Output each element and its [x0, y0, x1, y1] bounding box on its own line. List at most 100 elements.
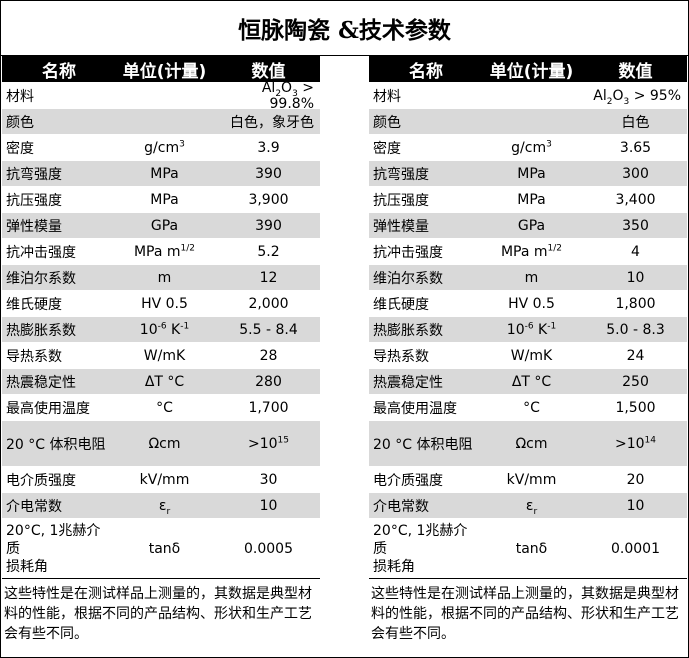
table-row: 材料 Al2O3 > 99.8%	[2, 80, 320, 112]
row-unit: HV 0.5	[141, 295, 188, 312]
row-value: 28	[259, 347, 278, 364]
row-unit: MPa	[150, 191, 179, 208]
row-name: 抗压强度	[6, 192, 62, 209]
row-name: 热震稳定性	[6, 374, 76, 391]
row-unit: °C	[156, 399, 173, 416]
note-text: 这些特性是在测试样品上测量的，其数据是典型材料的性能，根据不同的产品结构、形状和…	[371, 586, 679, 642]
table-row: 材料 Al2O3 > 95%	[369, 82, 687, 108]
divider	[369, 578, 687, 579]
table-row: 导热系数 W/mK 24	[369, 342, 687, 368]
row-value: 0.0005	[244, 540, 293, 557]
table-header: 名称 单位(计量) 数值	[2, 56, 320, 82]
row-unit: ΔT °C	[511, 373, 552, 390]
row-value: 10	[626, 497, 645, 514]
table-row: 弹性模量 GPa 390	[2, 212, 320, 238]
table-row: 抗弯强度 MPa 300	[369, 160, 687, 186]
table-row: 20°C, 1兆赫介质 损耗角 tanδ 0.0001	[369, 518, 687, 578]
divider	[2, 578, 320, 579]
row-name: 密度	[373, 140, 401, 157]
table-row: 热震稳定性 ΔT °C 250	[369, 368, 687, 394]
row-unit: HV 0.5	[508, 295, 555, 312]
row-unit: Ωcm	[148, 435, 181, 452]
row-name: 材料	[6, 88, 34, 105]
header-value: 数值	[251, 61, 286, 82]
row-value: 白色	[621, 114, 650, 131]
row-value: 白色，象牙色	[230, 114, 314, 131]
header-name: 名称	[409, 61, 443, 82]
row-value: 1,700	[248, 399, 289, 416]
row-name: 导热系数	[373, 348, 429, 365]
row-name: 维泊尔系数	[373, 270, 443, 287]
row-value: 5.2	[257, 243, 280, 260]
row-name: 电介质强度	[373, 472, 443, 489]
table-row: 20°C, 1兆赫介质 损耗角 tanδ 0.0005	[2, 518, 320, 578]
row-name: 抗冲击强度	[373, 244, 443, 261]
table-row: 热震稳定性 ΔT °C 280	[2, 368, 320, 394]
row-unit: 10-6 K-1	[139, 320, 190, 338]
row-value: 1,500	[615, 399, 656, 416]
table-row: 抗冲击强度 MPa m1/2 4	[369, 238, 687, 264]
row-unit: εr	[525, 497, 538, 517]
header-unit: 单位(计量)	[122, 61, 207, 82]
row-name: 抗弯强度	[373, 166, 429, 183]
row-value: 3,900	[248, 191, 289, 208]
row-value: 1,800	[615, 295, 656, 312]
row-value: >1015	[248, 434, 289, 452]
row-value: 12	[259, 269, 278, 286]
row-name: 热膨胀系数	[6, 322, 76, 339]
row-name: 维氏硬度	[373, 296, 429, 313]
row-unit: GPa	[517, 217, 546, 234]
row-name: 弹性模量	[373, 218, 429, 235]
row-value: 390	[255, 217, 282, 234]
row-unit: MPa	[150, 165, 179, 182]
spec-table-left: 名称 单位(计量) 数值 材料 Al2O3 > 99.8% 颜色 白色，象牙色 …	[2, 56, 320, 644]
row-value: 3,400	[615, 191, 656, 208]
row-value: Al2O3 > 95%	[593, 87, 681, 107]
row-unit: ΔT °C	[144, 373, 185, 390]
row-name: 弹性模量	[6, 218, 62, 235]
row-name: 介电常数	[6, 498, 62, 515]
row-name: 介电常数	[373, 498, 429, 515]
table-row: 颜色 白色，象牙色	[2, 108, 320, 134]
page-title: 恒脉陶瓷 &技术参数	[1, 1, 688, 56]
row-unit: m	[157, 269, 172, 286]
row-name: 抗弯强度	[6, 166, 62, 183]
row-name: 电介质强度	[6, 472, 76, 489]
table-row: 抗冲击强度 MPa m1/2 5.2	[2, 238, 320, 264]
row-value: >1014	[615, 434, 656, 452]
row-value: 3.9	[257, 139, 280, 156]
row-name: 密度	[6, 140, 34, 157]
row-unit: g/cm3	[511, 138, 552, 156]
row-name: 颜色	[6, 114, 34, 131]
row-value: 0.0001	[611, 540, 660, 557]
row-value: 350	[622, 217, 649, 234]
row-value: 5.5 - 8.4	[239, 321, 298, 338]
row-unit: MPa	[517, 191, 546, 208]
header-name: 名称	[42, 61, 76, 82]
row-value: 30	[259, 471, 278, 488]
row-value: 24	[626, 347, 645, 364]
table-row: 介电常数 εr 10	[2, 492, 320, 518]
row-unit: W/mK	[143, 347, 186, 364]
row-unit: g/cm3	[144, 138, 185, 156]
table-row: 最高使用温度 °C 1,700	[2, 394, 320, 420]
row-value: 20	[626, 471, 645, 488]
row-name: 热震稳定性	[373, 374, 443, 391]
row-value: 390	[255, 165, 282, 182]
row-value: 280	[255, 373, 282, 390]
row-name: 维泊尔系数	[6, 270, 76, 287]
table-row: 20 °C 体积电阻 Ωcm >1015	[2, 420, 320, 466]
row-name: 热膨胀系数	[373, 322, 443, 339]
row-unit: 10-6 K-1	[506, 320, 557, 338]
table-row: 热膨胀系数 10-6 K-1 5.5 - 8.4	[2, 316, 320, 342]
row-name: 20 °C 体积电阻	[373, 436, 473, 453]
table-row: 电介质强度 kV/mm 20	[369, 466, 687, 492]
row-unit: W/mK	[510, 347, 553, 364]
row-name: 颜色	[373, 114, 401, 131]
table-row: 抗压强度 MPa 3,400	[369, 186, 687, 212]
row-unit: MPa m1/2	[500, 242, 563, 260]
table-row: 电介质强度 kV/mm 30	[2, 466, 320, 492]
table-row: 导热系数 W/mK 28	[2, 342, 320, 368]
row-name: 抗冲击强度	[6, 244, 76, 261]
